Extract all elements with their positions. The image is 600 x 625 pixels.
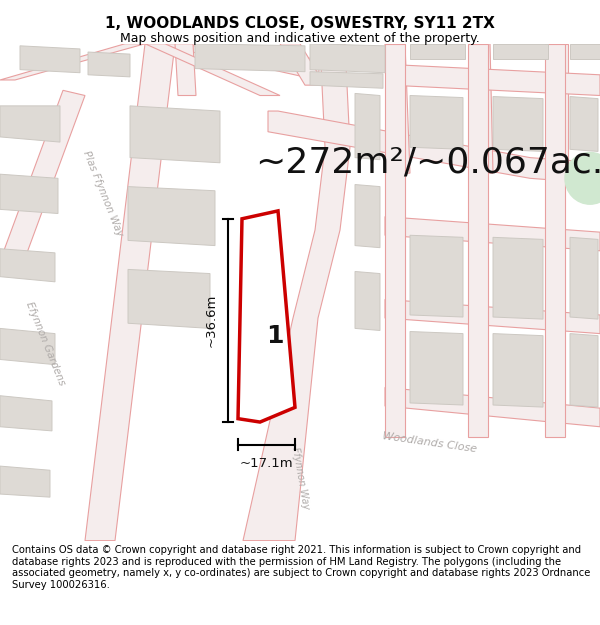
Polygon shape — [385, 299, 600, 334]
Polygon shape — [195, 44, 305, 72]
Polygon shape — [385, 44, 410, 173]
Text: Contains OS data © Crown copyright and database right 2021. This information is : Contains OS data © Crown copyright and d… — [12, 545, 590, 590]
Polygon shape — [570, 238, 598, 319]
Polygon shape — [410, 235, 463, 317]
Polygon shape — [470, 44, 493, 173]
Text: Map shows position and indicative extent of the property.: Map shows position and indicative extent… — [120, 32, 480, 45]
Polygon shape — [310, 72, 383, 88]
Polygon shape — [548, 44, 568, 173]
Polygon shape — [493, 238, 543, 319]
Polygon shape — [175, 44, 196, 96]
Polygon shape — [545, 44, 565, 437]
Polygon shape — [280, 44, 325, 85]
Text: ~272m²/~0.067ac.: ~272m²/~0.067ac. — [255, 146, 600, 180]
Polygon shape — [0, 249, 55, 282]
Polygon shape — [0, 91, 85, 266]
Polygon shape — [0, 328, 55, 364]
Polygon shape — [238, 211, 295, 422]
Polygon shape — [130, 106, 220, 162]
Text: Pla...: Pla... — [261, 388, 275, 414]
Text: ~17.1m: ~17.1m — [239, 457, 293, 470]
Polygon shape — [410, 331, 463, 405]
Polygon shape — [570, 44, 600, 59]
Polygon shape — [410, 44, 465, 59]
Text: Woodlands Close: Woodlands Close — [382, 431, 478, 454]
Polygon shape — [570, 96, 598, 151]
Polygon shape — [385, 388, 600, 427]
Polygon shape — [390, 64, 600, 96]
Polygon shape — [0, 106, 60, 142]
Polygon shape — [128, 187, 215, 246]
Polygon shape — [410, 96, 463, 149]
Polygon shape — [355, 93, 380, 159]
Text: Plas Ffynnon Way: Plas Ffynnon Way — [81, 149, 125, 238]
Polygon shape — [310, 44, 385, 72]
Polygon shape — [243, 44, 350, 541]
Text: 1, WOODLANDS CLOSE, OSWESTRY, SY11 2TX: 1, WOODLANDS CLOSE, OSWESTRY, SY11 2TX — [105, 16, 495, 31]
Polygon shape — [355, 271, 380, 331]
Text: ~36.6m: ~36.6m — [205, 294, 218, 347]
Polygon shape — [155, 44, 320, 80]
Circle shape — [565, 152, 600, 204]
Polygon shape — [468, 44, 488, 437]
Polygon shape — [385, 217, 600, 251]
Polygon shape — [85, 44, 175, 541]
Polygon shape — [128, 269, 210, 328]
Polygon shape — [0, 396, 52, 431]
Polygon shape — [0, 174, 58, 214]
Polygon shape — [0, 466, 50, 497]
Polygon shape — [493, 334, 543, 407]
Polygon shape — [385, 44, 405, 437]
Text: Ffynnon Way: Ffynnon Way — [290, 447, 310, 511]
Polygon shape — [268, 111, 600, 184]
Polygon shape — [20, 46, 80, 72]
Polygon shape — [0, 44, 145, 80]
Text: 1: 1 — [266, 324, 283, 348]
Polygon shape — [493, 96, 543, 151]
Polygon shape — [88, 52, 130, 77]
Polygon shape — [355, 184, 380, 248]
Polygon shape — [145, 44, 280, 96]
Text: Efynnon Gardens: Efynnon Gardens — [23, 301, 67, 388]
Polygon shape — [493, 44, 548, 59]
Polygon shape — [570, 334, 598, 407]
